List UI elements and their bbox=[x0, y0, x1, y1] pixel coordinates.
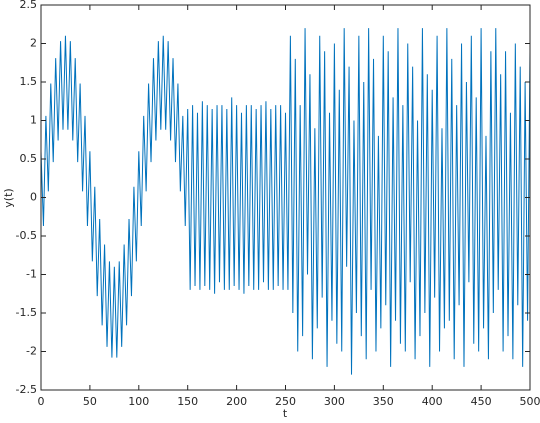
x-tick-label: 100 bbox=[128, 395, 149, 408]
y-axis-label: y(t) bbox=[2, 188, 15, 207]
y-tick-label: -2.5 bbox=[16, 383, 37, 396]
x-axis-label: t bbox=[283, 407, 288, 420]
x-tick-label: 200 bbox=[226, 395, 247, 408]
x-tick-label: 500 bbox=[520, 395, 540, 408]
y-tick-label: 1 bbox=[30, 114, 37, 127]
y-tick-label: 2.5 bbox=[20, 0, 38, 11]
x-tick-label: 400 bbox=[422, 395, 443, 408]
x-tick-label: 50 bbox=[83, 395, 97, 408]
x-tick-label: 350 bbox=[373, 395, 394, 408]
x-tick-label: 250 bbox=[275, 395, 296, 408]
x-tick-label: 300 bbox=[324, 395, 345, 408]
x-tick-label: 0 bbox=[38, 395, 45, 408]
y-tick-label: -0.5 bbox=[16, 229, 37, 242]
y-tick-label: 0 bbox=[30, 191, 37, 204]
x-tick-label: 150 bbox=[177, 395, 198, 408]
y-tick-label: -1.5 bbox=[16, 306, 37, 319]
y-tick-label: 2 bbox=[30, 37, 37, 50]
y-tick-label: 1.5 bbox=[20, 75, 38, 88]
data-line bbox=[40, 28, 531, 375]
y-tick-label: -1 bbox=[26, 268, 37, 281]
y-tick-label: -2 bbox=[26, 345, 37, 358]
y-tick-label: 0.5 bbox=[20, 152, 38, 165]
plot-frame bbox=[40, 4, 531, 391]
x-tick-label: 450 bbox=[471, 395, 492, 408]
